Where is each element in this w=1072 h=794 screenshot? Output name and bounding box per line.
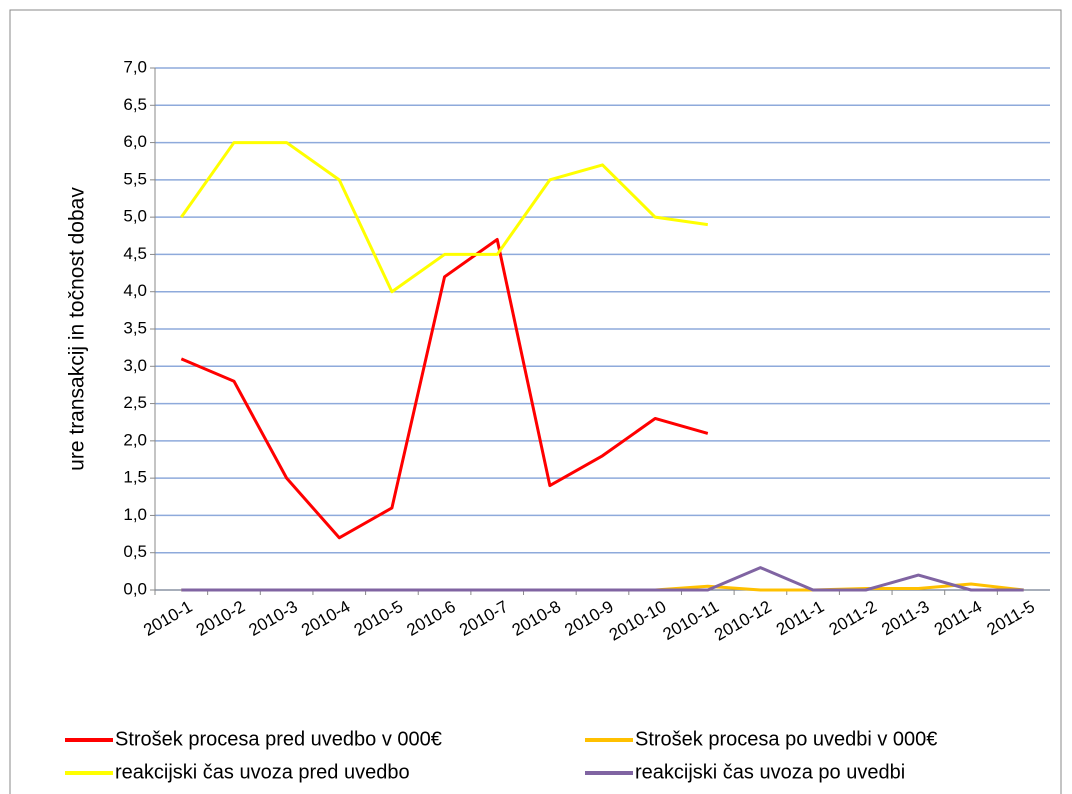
legend-label: reakcijski čas uvoza pred uvedbo — [115, 761, 410, 783]
x-tick-label: 2010-2 — [193, 597, 248, 640]
x-tick-label: 2010-1 — [140, 597, 195, 640]
x-tick-label: 2010-6 — [403, 597, 458, 640]
legend-label: Strošek procesa po uvedbi v 000€ — [635, 728, 937, 750]
x-tick-label: 2010-5 — [351, 597, 406, 640]
y-tick-label: 0,5 — [123, 542, 147, 561]
x-tick-label: 2010-10 — [606, 597, 670, 645]
x-tick-label: 2010-8 — [509, 597, 564, 640]
x-tick-label: 2011-2 — [826, 597, 880, 639]
y-tick-label: 7,0 — [123, 57, 147, 76]
y-tick-label: 6,5 — [123, 95, 147, 114]
series-line — [181, 566, 1024, 592]
y-tick-label: 4,0 — [123, 281, 147, 300]
x-tick-label: 2011-3 — [878, 597, 932, 639]
x-tick-label: 2010-3 — [246, 597, 301, 640]
series-line — [180, 141, 709, 294]
x-tick-label: 2010-4 — [298, 597, 353, 640]
y-axis-label: ure transakcij in točnost dobav — [66, 187, 89, 471]
x-tick-label: 2011-1 — [773, 597, 827, 639]
series-line — [180, 238, 709, 540]
y-tick-label: 5,5 — [123, 169, 147, 188]
x-tick-label: 2010-11 — [660, 597, 722, 644]
x-tick-label: 2011-5 — [984, 597, 1038, 639]
y-tick-label: 1,0 — [123, 505, 147, 524]
x-tick-label: 2010-12 — [711, 597, 775, 645]
y-tick-label: 2,5 — [123, 393, 147, 412]
chart-frame — [9, 9, 1062, 794]
y-tick-label: 1,5 — [123, 468, 147, 487]
x-tick-label: 2011-4 — [931, 597, 985, 639]
y-tick-label: 5,0 — [123, 207, 147, 226]
legend-label: Strošek procesa pred uvedbo v 000€ — [115, 728, 442, 750]
y-tick-label: 2,0 — [123, 430, 147, 449]
y-tick-label: 4,5 — [123, 244, 147, 263]
y-tick-label: 6,0 — [123, 132, 147, 151]
y-tick-label: 3,5 — [123, 318, 147, 337]
y-tick-label: 3,0 — [123, 356, 147, 375]
x-tick-label: 2010-7 — [456, 597, 511, 640]
y-tick-label: 0,0 — [123, 579, 147, 598]
legend-label: reakcijski čas uvoza po uvedbi — [635, 761, 905, 783]
